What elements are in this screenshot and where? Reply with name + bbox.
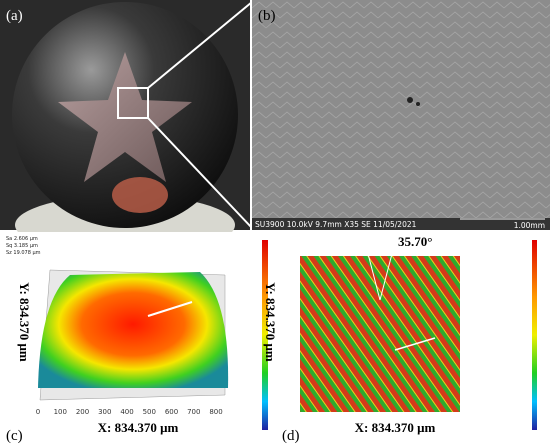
zoom-box — [117, 87, 149, 119]
angle-label: 35.70° — [398, 234, 432, 249]
measure-line — [147, 301, 193, 317]
y-axis-label: Y: 834.370 μm — [17, 282, 32, 362]
x-tick-label: 500 — [143, 408, 156, 416]
panel-c: Sa 2.606 μm Sq 3.185 μm Sz 19.078 μm 0 10… — [0, 232, 274, 446]
panel-label: (a) — [6, 8, 23, 24]
stat: Sz 19.078 μm — [6, 250, 41, 256]
x-tick-label: 600 — [165, 408, 178, 416]
zoom-line — [147, 1, 253, 89]
info-text: SU3900 10.0kV 9.7mm X35 SE 11/05/2021 — [255, 220, 417, 229]
x-tick-label: 400 — [120, 408, 133, 416]
x-tick-label: 700 — [187, 408, 200, 416]
panel-label: (c) — [6, 428, 23, 444]
surface — [38, 272, 229, 388]
angle-line — [365, 245, 381, 301]
defect — [407, 97, 413, 103]
color-bar — [262, 240, 268, 430]
measure-line — [394, 337, 436, 351]
x-axis-label: X: 834.370 μm — [98, 420, 179, 435]
angle-line — [379, 245, 395, 301]
panel-a: (a) — [0, 0, 250, 255]
stat: Sa 2.606 μm — [6, 236, 38, 242]
x-tick-label: 100 — [54, 408, 67, 416]
color-bar — [532, 240, 537, 430]
panel-d: 35.70° Y: 834.370 μm X: 834.370 μm (d) — [263, 232, 550, 446]
panel-b: SU3900 10.0kV 9.7mm X35 SE 11/05/2021 1.… — [252, 0, 550, 230]
panel-label: (b) — [258, 8, 276, 24]
y-axis-label: Y: 834.370 μm — [263, 282, 278, 362]
surface — [300, 256, 460, 412]
defect — [416, 102, 420, 106]
x-axis-label: X: 834.370 μm — [355, 420, 436, 435]
x-tick-label: 300 — [98, 408, 111, 416]
scale-label: 1.00mm — [514, 221, 545, 230]
sem-image — [252, 0, 550, 230]
x-tick-label: 200 — [76, 408, 89, 416]
zoom-line — [147, 117, 253, 229]
reflection — [112, 177, 168, 213]
stat: Sq 3.185 μm — [6, 243, 38, 249]
x-tick-label: 800 — [209, 408, 222, 416]
info-bar — [252, 218, 550, 230]
panel-label: (d) — [282, 428, 300, 444]
x-tick-label: 0 — [36, 408, 40, 416]
